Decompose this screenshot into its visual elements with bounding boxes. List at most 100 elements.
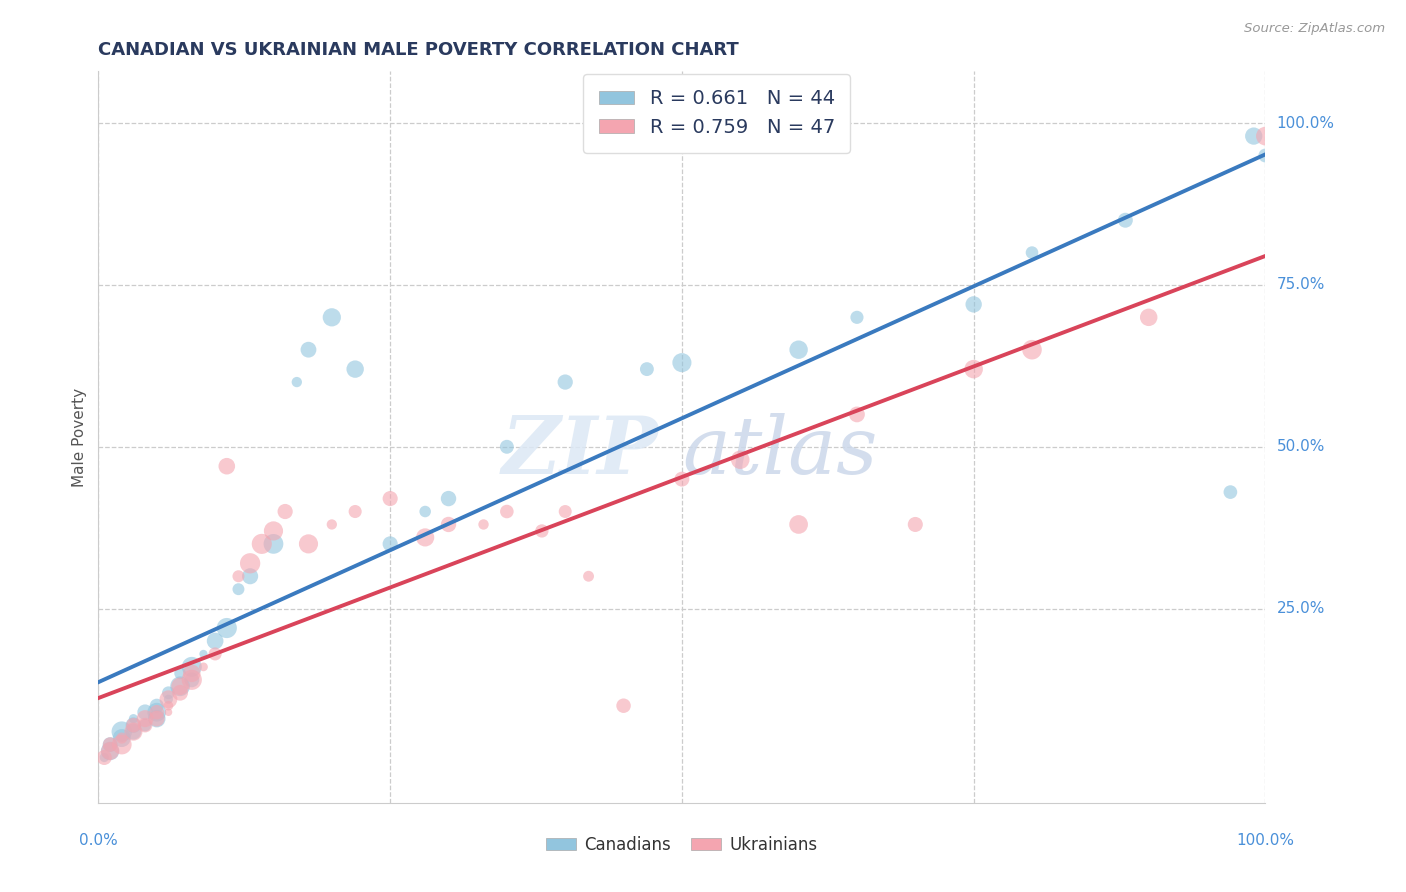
Point (730, 452, 752, 467)
Point (787, 343, 810, 357)
Point (1021, 343, 1043, 357)
Point (413, 504, 436, 518)
Point (472, 517, 495, 532)
Point (344, 504, 367, 518)
Point (1219, 485, 1241, 500)
Point (134, 718, 156, 732)
Point (413, 530, 436, 544)
Point (122, 724, 145, 739)
Text: atlas: atlas (682, 413, 877, 491)
Y-axis label: Male Poverty: Male Poverty (72, 387, 87, 487)
Text: 75.0%: 75.0% (1277, 277, 1324, 293)
Point (613, 698, 636, 713)
Point (146, 698, 169, 713)
Point (215, 621, 238, 635)
Point (180, 673, 202, 687)
Point (134, 712, 156, 726)
Point (146, 705, 169, 719)
Legend: Canadians, Ukrainians: Canadians, Ukrainians (540, 829, 824, 860)
Point (437, 491, 460, 506)
Point (671, 472, 693, 486)
Point (111, 738, 134, 752)
Point (122, 712, 145, 726)
Text: ZIP: ZIP (502, 413, 658, 491)
Point (437, 517, 460, 532)
Point (578, 569, 600, 583)
Point (636, 362, 658, 376)
Point (274, 504, 297, 518)
Point (321, 310, 343, 325)
Point (134, 718, 156, 732)
Point (111, 724, 134, 739)
Point (530, 524, 553, 538)
Point (962, 297, 984, 311)
Point (846, 408, 869, 422)
Point (111, 731, 134, 745)
Point (193, 647, 215, 661)
Point (157, 692, 180, 706)
Point (297, 343, 319, 357)
Point (146, 712, 169, 726)
Point (1137, 310, 1160, 325)
Point (496, 504, 519, 518)
Point (204, 647, 226, 661)
Point (157, 698, 180, 713)
Point (169, 686, 191, 700)
Point (962, 362, 984, 376)
Point (98, 738, 121, 752)
Point (228, 569, 250, 583)
Point (98, 744, 121, 758)
Text: 100.0%: 100.0% (1277, 116, 1334, 130)
Point (111, 731, 134, 745)
Point (93, 750, 115, 764)
Point (297, 537, 319, 551)
Text: 0.0%: 0.0% (79, 833, 118, 848)
Point (239, 569, 262, 583)
Text: 25.0%: 25.0% (1277, 601, 1324, 616)
Point (204, 634, 226, 648)
Point (228, 582, 250, 597)
Point (169, 666, 191, 681)
Point (1021, 245, 1043, 260)
Point (157, 705, 180, 719)
Point (262, 524, 284, 538)
Point (180, 660, 202, 674)
Point (193, 660, 215, 674)
Point (169, 679, 191, 693)
Point (554, 504, 576, 518)
Point (169, 679, 191, 693)
Point (787, 517, 810, 532)
Point (98, 744, 121, 758)
Point (904, 517, 927, 532)
Point (215, 459, 238, 474)
Text: Source: ZipAtlas.com: Source: ZipAtlas.com (1244, 22, 1385, 36)
Point (321, 517, 343, 532)
Point (285, 375, 308, 389)
Point (157, 692, 180, 706)
Point (1114, 213, 1136, 227)
Point (157, 686, 180, 700)
Point (180, 673, 202, 687)
Point (1254, 148, 1277, 162)
Point (180, 666, 202, 681)
Point (122, 724, 145, 739)
Point (262, 537, 284, 551)
Point (496, 440, 519, 454)
Point (134, 705, 156, 719)
Point (98, 738, 121, 752)
Text: CANADIAN VS UKRAINIAN MALE POVERTY CORRELATION CHART: CANADIAN VS UKRAINIAN MALE POVERTY CORRE… (98, 41, 740, 59)
Point (93, 750, 115, 764)
Text: 50.0%: 50.0% (1277, 439, 1324, 454)
Point (554, 375, 576, 389)
Point (380, 491, 402, 506)
Point (122, 718, 145, 732)
Point (1254, 129, 1277, 144)
Text: 100.0%: 100.0% (1236, 833, 1295, 848)
Point (846, 310, 869, 325)
Point (239, 557, 262, 571)
Point (146, 705, 169, 719)
Point (344, 362, 367, 376)
Point (380, 537, 402, 551)
Point (122, 718, 145, 732)
Point (250, 537, 273, 551)
